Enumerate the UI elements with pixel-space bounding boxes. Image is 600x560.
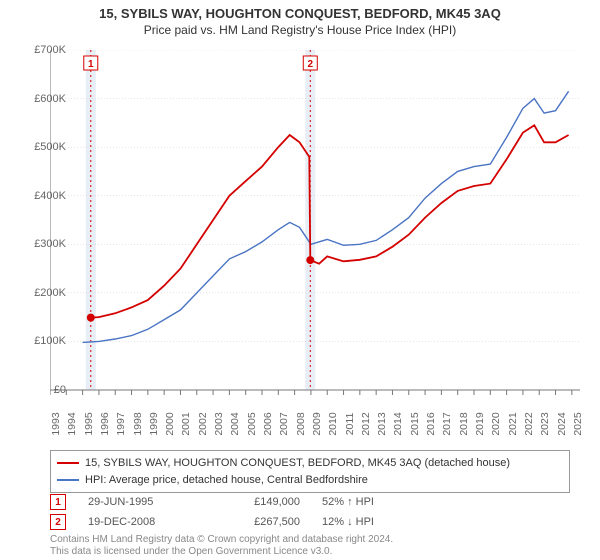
x-tick-label: 1996 xyxy=(99,412,111,435)
x-tick-label: 1995 xyxy=(83,412,95,435)
x-tick-label: 2005 xyxy=(246,412,258,435)
svg-text:2: 2 xyxy=(307,59,313,70)
y-tick-label: £700K xyxy=(20,44,66,56)
marker-1-icon: 1 xyxy=(50,494,66,510)
transaction-price: £149,000 xyxy=(220,496,300,508)
x-tick-label: 2024 xyxy=(556,412,568,435)
x-tick-label: 2003 xyxy=(213,412,225,435)
transaction-hpi: 12% ↓ HPI xyxy=(322,516,422,528)
x-tick-label: 2018 xyxy=(458,412,470,435)
x-tick-label: 2015 xyxy=(409,412,421,435)
x-tick-label: 2002 xyxy=(197,412,209,435)
x-tick-label: 1997 xyxy=(115,412,127,435)
x-tick-label: 2007 xyxy=(278,412,290,435)
transactions: 1 29-JUN-1995 £149,000 52% ↑ HPI 2 19-DE… xyxy=(50,492,422,532)
transaction-date: 29-JUN-1995 xyxy=(88,496,198,508)
x-tick-label: 2009 xyxy=(311,412,323,435)
x-tick-label: 2023 xyxy=(539,412,551,435)
legend-swatch-1 xyxy=(57,462,79,464)
x-tick-label: 2001 xyxy=(180,412,192,435)
x-tick-label: 2011 xyxy=(344,413,356,436)
transaction-row: 1 29-JUN-1995 £149,000 52% ↑ HPI xyxy=(50,492,422,512)
x-tick-label: 2016 xyxy=(425,412,437,435)
marker-2-icon: 2 xyxy=(50,514,66,530)
transaction-date: 19-DEC-2008 xyxy=(88,516,198,528)
y-tick-label: £0 xyxy=(20,384,66,396)
y-tick-label: £600K xyxy=(20,93,66,105)
legend-swatch-2 xyxy=(57,479,79,481)
y-tick-label: £500K xyxy=(20,141,66,153)
x-tick-label: 1999 xyxy=(148,412,160,435)
x-tick-label: 2006 xyxy=(262,412,274,435)
x-tick-label: 1993 xyxy=(50,412,62,435)
chart-area: 12 xyxy=(50,50,580,420)
x-tick-label: 2025 xyxy=(572,412,584,435)
x-tick-label: 1998 xyxy=(132,412,144,435)
license-text: Contains HM Land Registry data © Crown c… xyxy=(50,534,393,558)
x-tick-label: 2014 xyxy=(392,412,404,435)
x-tick-label: 2004 xyxy=(229,412,241,435)
legend-label-2: HPI: Average price, detached house, Cent… xyxy=(85,472,368,489)
transaction-hpi: 52% ↑ HPI xyxy=(322,496,422,508)
license-line-2: This data is licensed under the Open Gov… xyxy=(50,546,393,558)
x-tick-label: 2013 xyxy=(376,412,388,435)
chart-svg: 12 xyxy=(50,50,580,420)
x-tick-label: 2008 xyxy=(295,412,307,435)
legend-label-1: 15, SYBILS WAY, HOUGHTON CONQUEST, BEDFO… xyxy=(85,455,510,472)
svg-text:1: 1 xyxy=(88,59,94,70)
x-tick-label: 2017 xyxy=(441,412,453,435)
legend-box: 15, SYBILS WAY, HOUGHTON CONQUEST, BEDFO… xyxy=(50,450,570,493)
y-tick-label: £100K xyxy=(20,335,66,347)
x-tick-label: 2021 xyxy=(507,412,519,435)
x-tick-label: 2019 xyxy=(474,412,486,435)
x-tick-label: 2012 xyxy=(360,412,372,435)
x-tick-label: 2010 xyxy=(327,412,339,435)
x-tick-label: 1994 xyxy=(66,412,78,435)
y-tick-label: £200K xyxy=(20,287,66,299)
chart-title: 15, SYBILS WAY, HOUGHTON CONQUEST, BEDFO… xyxy=(0,6,600,21)
legend-row-2: HPI: Average price, detached house, Cent… xyxy=(57,472,563,489)
y-tick-label: £300K xyxy=(20,238,66,250)
y-tick-label: £400K xyxy=(20,190,66,202)
x-tick-label: 2000 xyxy=(164,412,176,435)
transaction-price: £267,500 xyxy=(220,516,300,528)
x-tick-label: 2020 xyxy=(490,412,502,435)
chart-subtitle: Price paid vs. HM Land Registry's House … xyxy=(0,23,600,37)
license-line-1: Contains HM Land Registry data © Crown c… xyxy=(50,534,393,546)
x-tick-label: 2022 xyxy=(523,412,535,435)
legend-row-1: 15, SYBILS WAY, HOUGHTON CONQUEST, BEDFO… xyxy=(57,455,563,472)
transaction-row: 2 19-DEC-2008 £267,500 12% ↓ HPI xyxy=(50,512,422,532)
